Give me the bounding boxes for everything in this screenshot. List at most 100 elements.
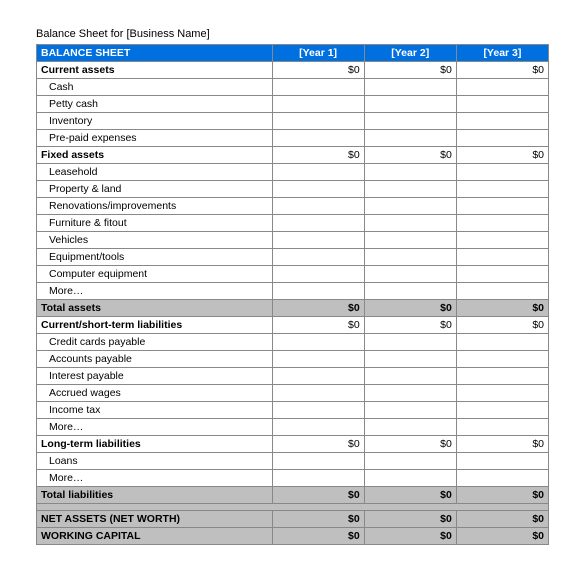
table-row: Cash [37, 79, 549, 96]
row-value [456, 402, 548, 419]
row-label: Pre-paid expenses [37, 130, 273, 147]
table-row: Total liabilities$0$0$0 [37, 487, 549, 504]
table-row: Inventory [37, 113, 549, 130]
row-value [364, 368, 456, 385]
row-value: $0 [456, 436, 548, 453]
row-value [364, 266, 456, 283]
table-row: Total assets$0$0$0 [37, 300, 549, 317]
row-value [272, 215, 364, 232]
row-value [456, 79, 548, 96]
table-row: Furniture & fitout [37, 215, 549, 232]
table-row [37, 504, 549, 511]
balance-sheet-table: BALANCE SHEET [Year 1] [Year 2] [Year 3]… [36, 44, 549, 545]
row-value: $0 [456, 300, 548, 317]
table-row: Pre-paid expenses [37, 130, 549, 147]
row-label: Total liabilities [37, 487, 273, 504]
table-row: WORKING CAPITAL$0$0$0 [37, 528, 549, 545]
table-row: Petty cash [37, 96, 549, 113]
table-row: Loans [37, 453, 549, 470]
table-row: Accounts payable [37, 351, 549, 368]
row-label: Long-term liabilities [37, 436, 273, 453]
table-row: Long-term liabilities$0$0$0 [37, 436, 549, 453]
table-row: Current assets$0$0$0 [37, 62, 549, 79]
row-value [364, 334, 456, 351]
row-label: Current assets [37, 62, 273, 79]
table-row: Vehicles [37, 232, 549, 249]
row-value [364, 232, 456, 249]
table-row: Property & land [37, 181, 549, 198]
row-value: $0 [364, 300, 456, 317]
row-value: $0 [272, 436, 364, 453]
row-value [272, 470, 364, 487]
row-value: $0 [272, 317, 364, 334]
row-value [364, 453, 456, 470]
row-label: Petty cash [37, 96, 273, 113]
row-value [272, 453, 364, 470]
row-value [456, 130, 548, 147]
table-row: Fixed assets$0$0$0 [37, 147, 549, 164]
row-value [456, 334, 548, 351]
row-value [456, 351, 548, 368]
row-label: Inventory [37, 113, 273, 130]
row-label: Current/short-term liabilities [37, 317, 273, 334]
row-label: Computer equipment [37, 266, 273, 283]
row-label: Vehicles [37, 232, 273, 249]
row-label: Total assets [37, 300, 273, 317]
row-value [364, 419, 456, 436]
row-value [272, 334, 364, 351]
header-year-3: [Year 3] [456, 45, 548, 62]
row-value [272, 96, 364, 113]
header-year-1: [Year 1] [272, 45, 364, 62]
row-value [364, 130, 456, 147]
row-label: WORKING CAPITAL [37, 528, 273, 545]
row-label: More… [37, 419, 273, 436]
row-value [364, 249, 456, 266]
table-row: Equipment/tools [37, 249, 549, 266]
row-value [456, 96, 548, 113]
row-value [456, 198, 548, 215]
row-value [272, 385, 364, 402]
row-value [364, 164, 456, 181]
row-value [456, 232, 548, 249]
row-value: $0 [364, 147, 456, 164]
row-value: $0 [456, 62, 548, 79]
table-row: Computer equipment [37, 266, 549, 283]
row-label: Fixed assets [37, 147, 273, 164]
row-value [364, 470, 456, 487]
row-value [364, 96, 456, 113]
row-label: More… [37, 283, 273, 300]
row-value [456, 419, 548, 436]
row-value: $0 [456, 147, 548, 164]
header-main: BALANCE SHEET [37, 45, 273, 62]
row-value [364, 402, 456, 419]
row-label: Cash [37, 79, 273, 96]
row-value [364, 113, 456, 130]
row-value: $0 [364, 528, 456, 545]
row-value [272, 266, 364, 283]
row-value: $0 [364, 317, 456, 334]
row-value: $0 [364, 487, 456, 504]
row-value: $0 [456, 528, 548, 545]
row-value [364, 181, 456, 198]
row-label: Accrued wages [37, 385, 273, 402]
row-value [456, 385, 548, 402]
row-value: $0 [364, 436, 456, 453]
row-value [272, 79, 364, 96]
row-value: $0 [272, 487, 364, 504]
row-value [456, 266, 548, 283]
table-row: Interest payable [37, 368, 549, 385]
row-value [272, 368, 364, 385]
table-row: Accrued wages [37, 385, 549, 402]
table-row: NET ASSETS (NET WORTH)$0$0$0 [37, 511, 549, 528]
row-value: $0 [272, 300, 364, 317]
row-value [456, 164, 548, 181]
row-value [272, 283, 364, 300]
row-label: More… [37, 470, 273, 487]
table-header-row: BALANCE SHEET [Year 1] [Year 2] [Year 3] [37, 45, 549, 62]
row-value: $0 [364, 62, 456, 79]
header-year-2: [Year 2] [364, 45, 456, 62]
row-value: $0 [456, 487, 548, 504]
row-value: $0 [272, 528, 364, 545]
row-label: Leasehold [37, 164, 273, 181]
table-row: More… [37, 470, 549, 487]
